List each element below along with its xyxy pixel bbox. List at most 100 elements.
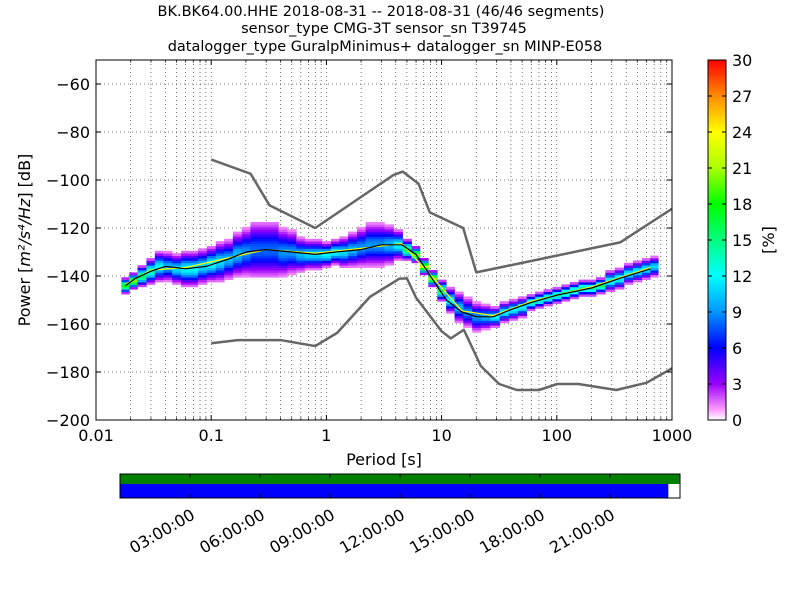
pdf-cell (552, 298, 562, 302)
pdf-cell (419, 262, 429, 266)
pdf-cell (596, 286, 606, 290)
pdf-cell (259, 270, 270, 273)
pdf-cell (632, 279, 643, 283)
pdf-cell (241, 238, 251, 242)
pdf-cell (330, 243, 340, 247)
pdf-cell (278, 262, 288, 266)
colorbar-tick-label: 15 (732, 231, 752, 250)
pdf-cell (269, 246, 279, 249)
pdf-cell (189, 253, 199, 256)
pdf-cell (339, 250, 349, 254)
pdf-cell (287, 262, 297, 266)
pdf-cell (454, 291, 464, 295)
pdf-cell (163, 274, 173, 278)
pdf-cell (499, 315, 510, 319)
pdf-cell (578, 291, 588, 295)
pdf-cell (517, 308, 528, 312)
pdf-cell (189, 258, 199, 261)
pdf-cell (596, 289, 606, 292)
pdf-cell (472, 327, 482, 331)
pdf-cell (215, 270, 225, 273)
y-tick-label: −180 (46, 363, 90, 382)
chart-title-line-3: datalogger_type GuralpMinimus+ datalogge… (168, 39, 603, 55)
pdf-cell (137, 282, 147, 285)
pdf-cell (650, 267, 659, 271)
pdf-cell (490, 322, 500, 326)
pdf-cell (215, 246, 225, 249)
pdf-cell (605, 282, 616, 285)
data-coverage-panel: 03:00:0006:00:0009:00:0012:00:0015:00:00… (119, 473, 681, 557)
pdf-cell (490, 315, 500, 319)
pdf-cell (374, 255, 385, 259)
pdf-cell (241, 270, 251, 273)
pdf-cell (241, 262, 251, 266)
pdf-cell (232, 262, 243, 266)
pdf-cell (250, 248, 261, 252)
pdf-cell (641, 277, 651, 280)
pdf-cell (278, 236, 288, 240)
pdf-cell (269, 265, 279, 268)
pdf-cell (313, 255, 323, 259)
pdf-cell (348, 241, 358, 244)
pdf-cell (650, 258, 659, 261)
pdf-cell (215, 277, 225, 280)
chart-title-line-2: sensor_type CMG-3T sensor_sn T39745 (241, 21, 527, 37)
pdf-cell (446, 306, 455, 309)
pdf-cell (472, 308, 482, 312)
pdf-cell (181, 272, 190, 276)
pdf-cell (172, 262, 182, 266)
pdf-cell (374, 260, 385, 264)
pdf-cell (348, 260, 358, 264)
y-tick-label: −60 (56, 75, 90, 94)
pdf-cell (241, 234, 251, 237)
pdf-cell (287, 253, 297, 256)
pdf-cell (215, 250, 225, 254)
pdf-cell (189, 262, 199, 266)
pdf-cell (172, 272, 182, 276)
pdf-cell (535, 306, 544, 309)
pdf-cell (330, 241, 340, 244)
pdf-cell (614, 270, 625, 273)
pdf-cell (250, 226, 261, 230)
pdf-cell (348, 250, 358, 254)
pdf-cell (232, 255, 243, 259)
pdf-cell (526, 308, 536, 312)
pdf-cell (446, 308, 455, 312)
pdf-cell (269, 236, 279, 240)
pdf-cell (446, 291, 455, 295)
pdf-cell (206, 255, 217, 259)
pdf-cell (224, 270, 234, 273)
pdf-cell (384, 255, 395, 259)
colorbar (708, 60, 726, 420)
pdf-cell (322, 241, 332, 244)
pdf-cell (215, 248, 225, 252)
pdf-cell (454, 320, 464, 324)
pdf-cell (121, 279, 130, 283)
pdf-cell (402, 258, 412, 261)
pdf-cell (526, 306, 536, 309)
pdf-cell (172, 265, 182, 268)
pdf-cell (224, 241, 234, 244)
pdf-cell (163, 255, 173, 259)
pdf-cell (232, 243, 243, 247)
pdf-cell (241, 241, 251, 244)
pdf-cell (287, 272, 297, 276)
pdf-cell (339, 238, 349, 242)
pdf-cell (189, 274, 199, 278)
pdf-cell (454, 303, 464, 307)
colorbar-tick-label: 24 (732, 123, 752, 142)
pdf-cell (517, 301, 528, 304)
pdf-cell (632, 265, 643, 268)
pdf-cell (348, 253, 358, 256)
pdf-cell (561, 284, 571, 288)
pdf-cell (578, 279, 588, 283)
pdf-cell (393, 234, 403, 237)
pdf-cell (480, 320, 491, 324)
pdf-cell (121, 291, 130, 295)
pdf-cell (313, 241, 323, 244)
pdf-cell (137, 279, 147, 283)
pdf-cell (278, 243, 288, 247)
pdf-cell (384, 224, 395, 228)
pdf-cell (287, 255, 297, 259)
pdf-cell (206, 246, 217, 249)
